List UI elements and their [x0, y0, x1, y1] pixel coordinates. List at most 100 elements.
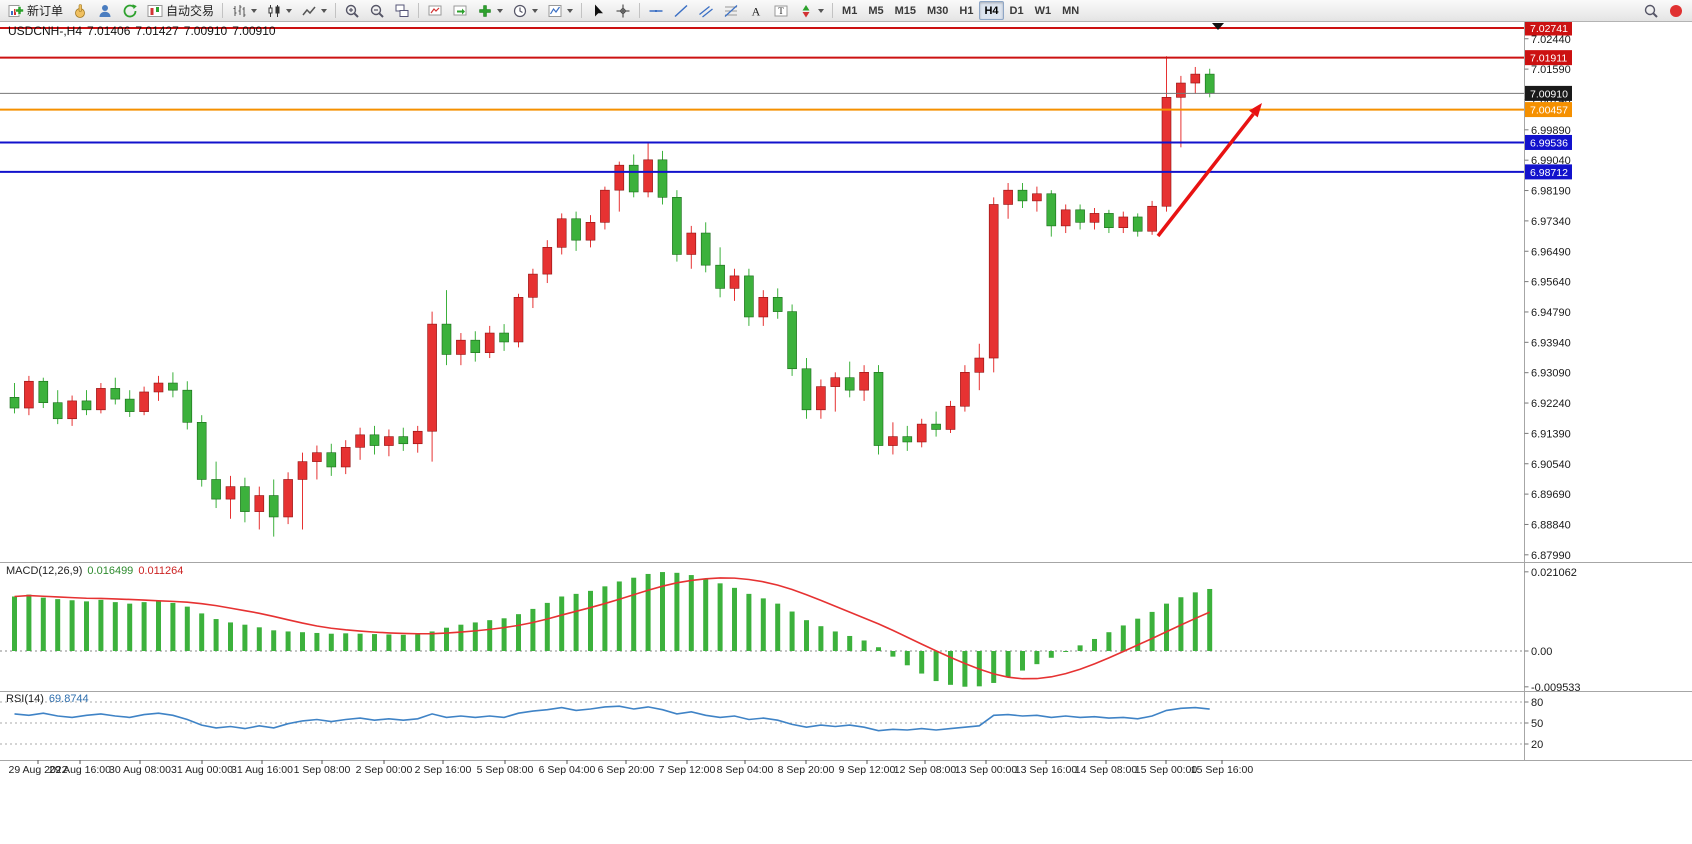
macd-main-value: 0.016499 — [87, 565, 134, 577]
horizontal-line-button[interactable] — [644, 1, 668, 20]
svg-text:7.00457: 7.00457 — [1530, 105, 1568, 117]
svg-text:6.90540: 6.90540 — [1531, 459, 1571, 471]
quick-trade-hand-icon — [75, 3, 85, 18]
trendline-icon — [674, 4, 688, 17]
svg-text:29 Aug 2022: 29 Aug 2022 — [9, 764, 68, 776]
auto-trading-icon — [147, 4, 163, 17]
search-button[interactable] — [1639, 1, 1663, 20]
zoom-out-icon — [370, 4, 384, 18]
quick-trade-button[interactable] — [68, 1, 92, 20]
charts-list-icon — [428, 5, 442, 15]
toolbar-separator — [418, 3, 420, 18]
alert-icon — [1670, 4, 1682, 17]
timeframe-m15-button[interactable]: M15 — [890, 1, 921, 20]
price-tags: 7.02741 7.01911 7.00910 7.00457 6.99536 6.987… — [1525, 20, 1572, 180]
svg-text:6.97340: 6.97340 — [1531, 216, 1571, 228]
crosshair-button[interactable] — [611, 1, 635, 20]
new-order-button[interactable]: 新订单 — [4, 1, 67, 20]
macd-signal-line — [14, 577, 1211, 680]
tile-windows-icon — [395, 4, 409, 17]
tile-windows-button[interactable] — [390, 1, 414, 20]
chart-shift-button[interactable] — [448, 1, 472, 20]
toolbar-separator — [832, 3, 834, 18]
periods-button[interactable] — [508, 1, 542, 20]
arrows-button[interactable] — [794, 1, 828, 20]
svg-text:6.87990: 6.87990 — [1531, 550, 1571, 562]
svg-text:13 Sep 00:00: 13 Sep 00:00 — [955, 764, 1018, 776]
macd-indicator-title: MACD(12,26,9) 0.016499 0.011264 — [6, 565, 188, 577]
label-icon: T — [774, 5, 788, 16]
price-tag-6.99536 — [1525, 134, 1572, 150]
charts-list-button[interactable] — [423, 1, 447, 20]
svg-text:8 Sep 20:00: 8 Sep 20:00 — [778, 764, 835, 776]
price-tag-7.00457 — [1525, 102, 1572, 118]
bar-chart-button[interactable] — [227, 1, 261, 20]
timeframe-m5-button[interactable]: M5 — [863, 1, 888, 20]
trend-arrow-annotation[interactable] — [1156, 103, 1262, 238]
auto-trading-button[interactable]: 自动交易 — [143, 1, 218, 20]
svg-text:A: A — [752, 4, 761, 18]
line-chart-button[interactable] — [297, 1, 331, 20]
svg-text:6.99536: 6.99536 — [1530, 137, 1568, 149]
timeframe-d1-button[interactable]: D1 — [1005, 1, 1029, 20]
macd-label: MACD(12,26,9) — [6, 565, 83, 577]
svg-text:6.92240: 6.92240 — [1531, 398, 1571, 410]
price-tag-7.02741 — [1525, 20, 1572, 36]
svg-text:T: T — [778, 6, 784, 16]
low-value: 7.00910 — [183, 24, 228, 38]
rsi-label: RSI(14) — [6, 693, 44, 705]
new-order-icon — [8, 4, 24, 17]
rsi-panel: 80 50 20 — [0, 697, 1543, 751]
text-button[interactable]: A — [744, 1, 768, 20]
alert-button[interactable] — [1664, 1, 1688, 20]
zoom-out-button[interactable] — [365, 1, 389, 20]
auto-trading-label: 自动交易 — [166, 4, 215, 18]
svg-text:0.00: 0.00 — [1531, 646, 1552, 658]
svg-text:2 Sep 16:00: 2 Sep 16:00 — [415, 764, 472, 776]
svg-text:6.91390: 6.91390 — [1531, 428, 1571, 440]
svg-text:6.98712: 6.98712 — [1530, 167, 1568, 179]
trendline-button[interactable] — [669, 1, 693, 20]
close-value: 7.00910 — [232, 24, 276, 38]
svg-text:6.96490: 6.96490 — [1531, 246, 1571, 258]
text-icon: A — [752, 4, 761, 18]
timeframe-m1-button[interactable]: M1 — [837, 1, 862, 20]
new-order-label: 新订单 — [27, 4, 64, 18]
zoom-in-icon — [345, 4, 359, 18]
chart-shift-icon — [453, 5, 467, 15]
macd-signal-value: 0.011264 — [138, 565, 184, 577]
svg-text:6.94790: 6.94790 — [1531, 307, 1571, 319]
refresh-button[interactable] — [118, 1, 142, 20]
svg-text:31 Aug 00:00: 31 Aug 00:00 — [171, 764, 233, 776]
equidistant-channel-button[interactable] — [694, 1, 718, 20]
cursor-button[interactable] — [586, 1, 610, 20]
templates-icon — [548, 4, 562, 17]
fibonacci-button[interactable] — [719, 1, 743, 20]
chart-shift-marker[interactable] — [1212, 23, 1224, 30]
crosshair-icon — [616, 4, 630, 17]
candlestick-chart-button[interactable] — [262, 1, 296, 20]
timeframe-mn-button[interactable]: MN — [1057, 1, 1084, 20]
toolbar-separator — [639, 3, 641, 18]
svg-text:6.93940: 6.93940 — [1531, 337, 1571, 349]
svg-text:7 Sep 12:00: 7 Sep 12:00 — [659, 764, 716, 776]
profile-button[interactable] — [93, 1, 117, 20]
timeframe-h4-button[interactable]: H4 — [979, 1, 1004, 20]
bar-chart-icon — [233, 4, 246, 17]
templates-button[interactable] — [543, 1, 577, 20]
svg-text:15 Sep 16:00: 15 Sep 16:00 — [1191, 764, 1254, 776]
zoom-in-button[interactable] — [340, 1, 364, 20]
toolbar: 新订单 自动交易 — [0, 0, 1692, 22]
svg-text:80: 80 — [1531, 697, 1543, 709]
svg-text:31 Aug 16:00: 31 Aug 16:00 — [231, 764, 293, 776]
svg-text:6.98190: 6.98190 — [1531, 186, 1571, 198]
cursor-icon — [595, 4, 604, 16]
add-indicator-button[interactable] — [473, 1, 507, 20]
timeframe-m30-button[interactable]: M30 — [922, 1, 953, 20]
timeframe-h1-button[interactable]: H1 — [954, 1, 978, 20]
timeframe-w1-button[interactable]: W1 — [1030, 1, 1057, 20]
svg-text:7.00910: 7.00910 — [1530, 88, 1568, 100]
label-button[interactable]: T — [769, 1, 793, 20]
